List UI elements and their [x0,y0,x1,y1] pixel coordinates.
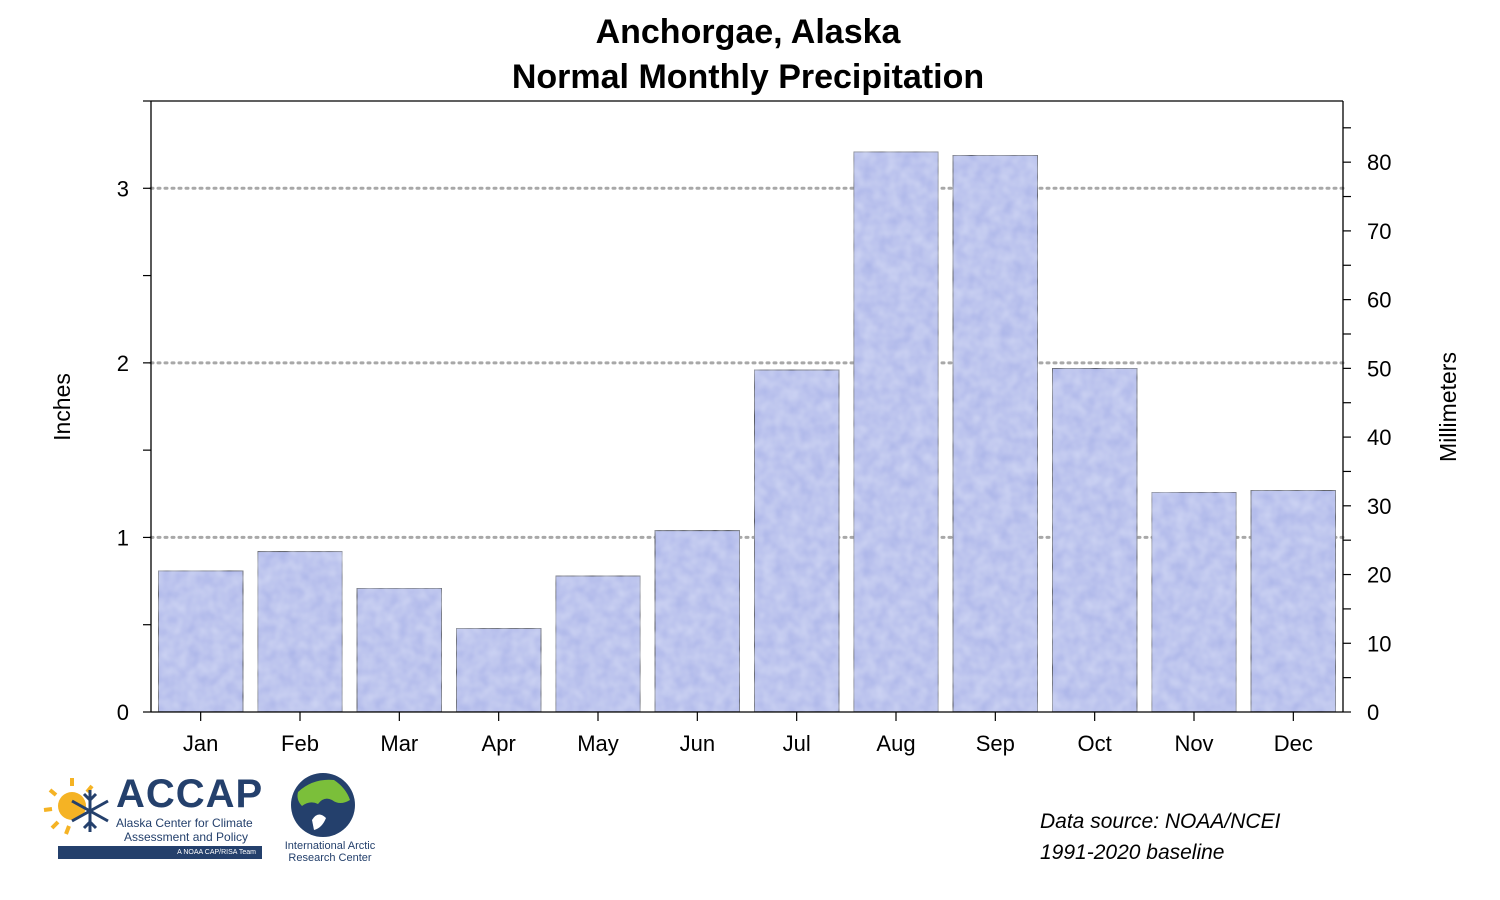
bar-mar [356,587,443,713]
x-tick-label-apr: Apr [482,731,516,756]
bar-jul [753,369,840,713]
accap-team-bar: A NOAA CAP/RISA Team [58,846,262,859]
right-tick-label: 70 [1367,219,1391,244]
y-axis-label-right: Millimeters [1435,352,1461,462]
chart-title: Anchorgae, Alaska [596,13,902,51]
gridlines [149,186,1345,539]
accap-logo: ACCAP Alaska Center for Climate Assessme… [42,772,272,862]
accap-line-1: Alaska Center for Climate [116,816,253,830]
iarc-logo: International Arctic Research Center [280,770,380,866]
x-tick-label-aug: Aug [876,731,915,756]
bar-sep [952,154,1039,713]
bar-jun [654,529,741,713]
right-tick-label: 80 [1367,150,1391,175]
data-source-note: Data source: NOAA/NCEI 1991-2020 baselin… [1040,806,1280,868]
x-tick-label-may: May [577,731,619,756]
x-tick-label-nov: Nov [1174,731,1213,756]
right-tick-label: 30 [1367,494,1391,519]
x-tick-label-feb: Feb [281,731,319,756]
accap-name: ACCAP [116,772,264,816]
bar-apr [455,627,542,713]
bar-aug [852,150,940,713]
bar-feb [256,550,344,713]
x-tick-label-sep: Sep [976,731,1015,756]
right-tick-label: 60 [1367,288,1391,313]
accap-line-2: Assessment and Policy [124,830,249,844]
iarc-name: International Arctic Research Center [280,840,380,864]
right-tick-label: 50 [1367,356,1391,381]
x-tick-label-jan: Jan [183,731,218,756]
bars [157,150,1337,713]
axes [150,100,1344,713]
left-axis-ticks: 0 1 2 3 [117,100,151,725]
accap-tagline: Alaska Center for Climate Assessment and… [116,816,253,844]
x-tick-label-jun: Jun [680,731,715,756]
x-tick-label-jul: Jul [783,731,811,756]
bar-jan [157,569,244,713]
bar-oct [1051,367,1138,713]
x-tick-label-mar: Mar [380,731,418,756]
x-tick-label-dec: Dec [1274,731,1313,756]
globe-icon [291,773,355,837]
left-tick-label: 1 [117,525,129,550]
source-line-2: 1991-2020 baseline [1040,841,1225,864]
right-tick-label: 0 [1367,700,1379,725]
left-tick-label: 3 [117,176,129,201]
right-tick-label: 20 [1367,563,1391,588]
sun-snowflake-icon [43,778,109,835]
y-axis-label-left: Inches [49,373,75,441]
left-tick-label: 2 [117,351,129,376]
right-tick-label: 40 [1367,425,1391,450]
right-tick-label: 10 [1367,631,1391,656]
chart-subtitle: Normal Monthly Precipitation [512,58,984,96]
right-axis-ticks: 0 10 20 30 40 50 60 70 80 [1343,127,1391,725]
left-tick-label: 0 [117,700,129,725]
x-tick-label-oct: Oct [1078,731,1112,756]
bar-dec [1250,489,1337,713]
x-axis-ticks: Jan Feb Mar Apr May Jun Jul Aug Sep Oct Nov Dec [183,712,1313,756]
iarc-line-2: Research Center [288,852,372,864]
source-line-1: Data source: NOAA/NCEI [1040,810,1281,833]
bar-may [554,575,642,713]
bar-nov [1150,491,1238,713]
iarc-line-1: International Arctic [284,840,376,852]
